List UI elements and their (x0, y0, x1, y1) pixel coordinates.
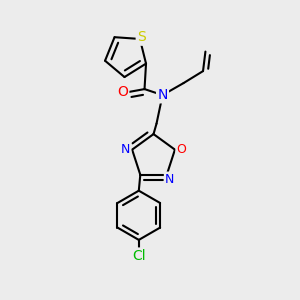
Text: N: N (121, 143, 130, 156)
Text: S: S (137, 31, 146, 44)
Text: O: O (177, 143, 187, 156)
Text: N: N (157, 88, 168, 102)
Text: Cl: Cl (132, 249, 146, 263)
Text: N: N (165, 173, 174, 186)
Text: O: O (117, 85, 128, 99)
